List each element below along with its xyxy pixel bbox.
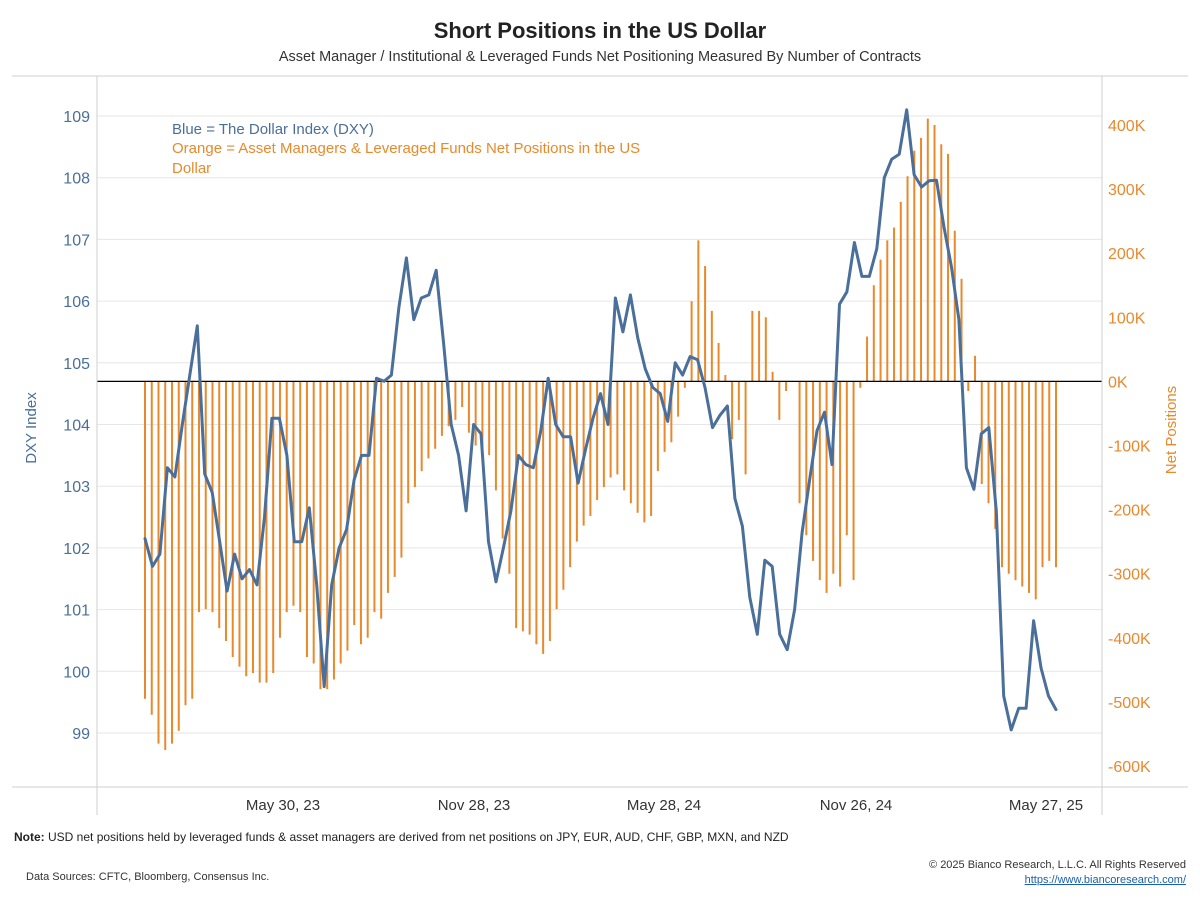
right-tick-label: -300K <box>1108 567 1151 584</box>
right-tick-label: -100K <box>1108 439 1151 456</box>
left-tick-label: 103 <box>63 479 90 496</box>
data-sources: Data Sources: CFTC, Bloomberg, Consensus… <box>26 871 270 883</box>
x-tick-label: May 27, 25 <box>1009 797 1083 814</box>
dxy-line-layer <box>143 108 1058 732</box>
x-tick-label: Nov 28, 23 <box>438 797 511 814</box>
left-tick-label: 107 <box>63 232 90 249</box>
left-tick-label: 102 <box>63 541 90 558</box>
right-tick-label: 0K <box>1108 374 1128 391</box>
x-tick-label: May 30, 23 <box>246 797 320 814</box>
dxy-series-line <box>143 108 1058 732</box>
note-text: USD net positions held by leveraged fund… <box>44 830 789 844</box>
left-tick-label: 101 <box>63 603 90 620</box>
website-link[interactable]: https://www.biancoresearch.com/ <box>1024 874 1186 886</box>
left-tick-label: 99 <box>72 726 90 743</box>
legend-orange-text-wrap: Dollar <box>172 160 211 177</box>
right-tick-label: -500K <box>1108 695 1151 712</box>
right-tick-label: 300K <box>1108 182 1146 199</box>
legend-orange-text: Orange = Asset Managers & Leveraged Fund… <box>172 140 640 157</box>
right-tick-label: -200K <box>1108 503 1151 520</box>
x-tick-label: Nov 26, 24 <box>820 797 893 814</box>
axes <box>12 75 1188 815</box>
copyright-notice: © 2025 Bianco Research, L.L.C. All Right… <box>929 859 1186 871</box>
left-tick-label: 106 <box>63 294 90 311</box>
grid-lines <box>97 115 1102 734</box>
right-tick-label: -600K <box>1108 759 1151 776</box>
net-positions-bars <box>144 118 1057 750</box>
legend-blue-text: Blue = The Dollar Index (DXY) <box>172 121 374 138</box>
axis-labels: 109 108 107 106 105 104 103 102 101 100 99 400K 300K… <box>23 109 1180 814</box>
left-tick-label: 105 <box>63 356 90 373</box>
right-axis-title: Net Positions <box>1163 386 1180 474</box>
x-tick-label: May 28, 24 <box>627 797 701 814</box>
left-tick-label: 100 <box>63 664 90 681</box>
footnote: Note: USD net positions held by leverage… <box>14 830 789 844</box>
left-tick-label: 104 <box>63 418 90 435</box>
left-tick-label: 109 <box>63 109 90 126</box>
left-tick-label: 108 <box>63 171 90 188</box>
right-tick-label: -400K <box>1108 631 1151 648</box>
right-tick-label: 400K <box>1108 118 1146 135</box>
legend: Blue = The Dollar Index (DXY) Orange = As… <box>172 121 640 177</box>
right-tick-label: 200K <box>1108 246 1146 263</box>
right-tick-label: 100K <box>1108 310 1146 327</box>
note-label: Note: <box>14 830 45 844</box>
chart-title: Short Positions in the US Dollar <box>433 18 767 43</box>
left-axis-title: DXY Index <box>23 392 40 464</box>
chart-subtitle: Asset Manager / Institutional & Leverage… <box>278 49 922 65</box>
